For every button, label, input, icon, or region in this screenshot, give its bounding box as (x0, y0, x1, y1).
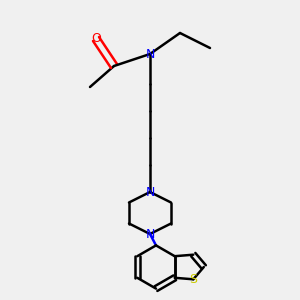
Text: N: N (145, 47, 155, 61)
Text: N: N (145, 227, 155, 241)
Text: S: S (189, 273, 197, 286)
Text: O: O (91, 32, 101, 46)
Text: N: N (145, 185, 155, 199)
